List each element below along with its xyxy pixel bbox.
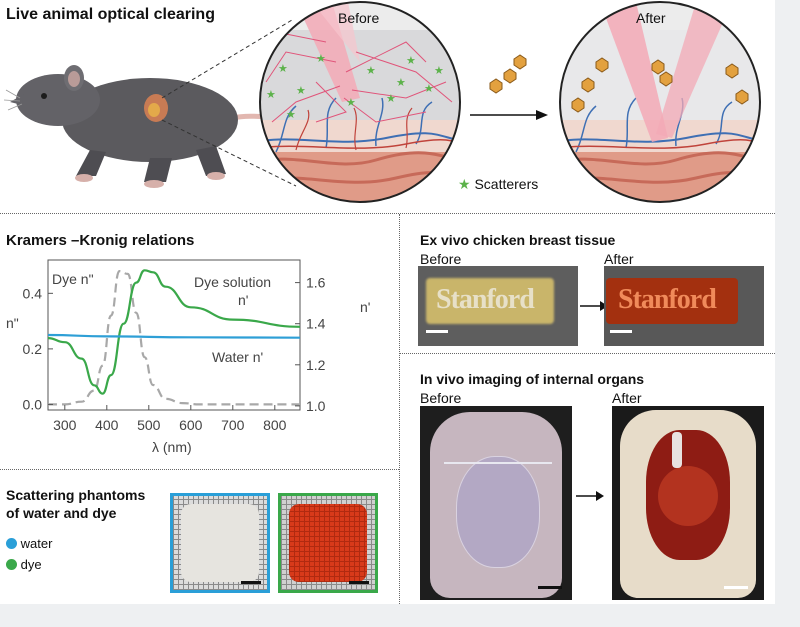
kk-title: Kramers –Kronig relations (6, 232, 195, 249)
organs-after-photo (612, 406, 764, 600)
kk-yleft-tick-label: 0.0 (23, 396, 43, 412)
svg-text:★: ★ (366, 64, 376, 77)
kk-ylabel-left: n" (6, 315, 19, 331)
kk-xtick-label: 600 (179, 417, 203, 433)
kk-chart: 300 400 500 600 700 8000.00.20.41.01.21.41.6 … (6, 259, 370, 455)
mouse-illustration (3, 19, 303, 188)
kk-label-water-n: Water n' (212, 349, 263, 365)
dye-phantom-photo (278, 493, 378, 593)
kk-label-dye-solution-n: n' (238, 292, 248, 308)
svg-text:★: ★ (266, 88, 276, 101)
organs-title: In vivo imaging of internal organs (420, 371, 645, 387)
svg-text:★: ★ (286, 108, 296, 121)
before-tissue-circle: ★★★ ★★★ ★★★ ★★★ (259, 1, 461, 203)
chicken-after-label: After (604, 251, 634, 267)
kk-series-line-1 (47, 269, 301, 395)
kk-ylabel-right: n' (360, 299, 370, 315)
svg-text:★: ★ (346, 96, 356, 109)
organs-before-label: Before (420, 390, 462, 406)
kk-yright-tick-label: 1.2 (306, 357, 326, 373)
dye-dot-icon (6, 559, 17, 570)
separator-right (399, 353, 775, 354)
kk-xtick-label: 700 (221, 417, 245, 433)
scatterers-legend: ★ Scatterers (458, 176, 538, 193)
svg-text:★: ★ (396, 76, 406, 89)
chicken-after-word: Stanford (618, 284, 717, 315)
before-circle-label: Before (338, 10, 380, 26)
top-title: Live animal optical clearing (6, 6, 215, 23)
water-phantom-photo (170, 493, 270, 593)
chicken-before-word: Stanford (436, 284, 535, 315)
chicken-title: Ex vivo chicken breast tissue (420, 232, 616, 248)
chicken-before-label: Before (420, 251, 462, 267)
organs-before-photo (420, 406, 572, 600)
kk-xtick-label: 300 (53, 417, 77, 433)
water-dot-icon (6, 538, 17, 549)
kk-series-line-0 (48, 269, 301, 406)
scatterers-label: Scatterers (474, 176, 539, 192)
kk-xtick-label: 400 (95, 417, 119, 433)
after-circle-label: After (636, 10, 666, 26)
after-tissue-circle (559, 1, 761, 203)
kk-yleft-tick-label: 0.2 (23, 341, 43, 357)
star-icon: ★ (458, 176, 471, 192)
legend-dye-label: dye (20, 557, 42, 572)
dye-molecules-arrow (470, 54, 548, 120)
kk-yright-tick-label: 1.6 (306, 275, 326, 291)
chicken-after-photo: Stanford (604, 266, 764, 346)
kk-xtick-label: 500 (137, 417, 161, 433)
kk-label-dye-solution: Dye solution (194, 274, 271, 290)
legend-water: water (6, 536, 52, 551)
kk-label-dye-n2: Dye n" (52, 271, 94, 287)
organs-arrow (576, 491, 604, 501)
kk-yleft-tick-label: 0.4 (23, 285, 43, 301)
kk-yright-tick-label: 1.4 (306, 316, 326, 332)
separator-left (0, 469, 399, 470)
phantoms-title-1: Scattering phantoms (6, 487, 146, 503)
svg-text:★: ★ (406, 54, 416, 67)
svg-text:★: ★ (434, 64, 444, 77)
kk-ticks: 300 400 500 600 700 800 0.0 0.2 0.4 1.0 1.2 1.4 1.6 (23, 275, 326, 433)
separator-middle (399, 214, 400, 604)
legend-water-label: water (20, 536, 53, 551)
kk-xtick-label: 800 (263, 417, 287, 433)
legend-dye: dye (6, 557, 42, 572)
phantoms-title-2: of water and dye (6, 505, 117, 521)
kk-xlabel: λ (nm) (152, 439, 192, 455)
figure-panel: Live animal optical clearing (0, 0, 775, 604)
kk-yright-tick-label: 1.0 (306, 398, 326, 414)
svg-text:★: ★ (278, 62, 288, 75)
svg-text:★: ★ (296, 84, 306, 97)
separator-top (0, 213, 775, 214)
svg-text:★: ★ (316, 52, 326, 65)
organs-after-label: After (612, 390, 642, 406)
svg-text:★: ★ (424, 82, 434, 95)
kk-series-line-2 (47, 333, 301, 339)
kk-series (47, 269, 301, 406)
chicken-before-photo: Stanford (418, 266, 578, 346)
svg-text:★: ★ (386, 92, 396, 105)
